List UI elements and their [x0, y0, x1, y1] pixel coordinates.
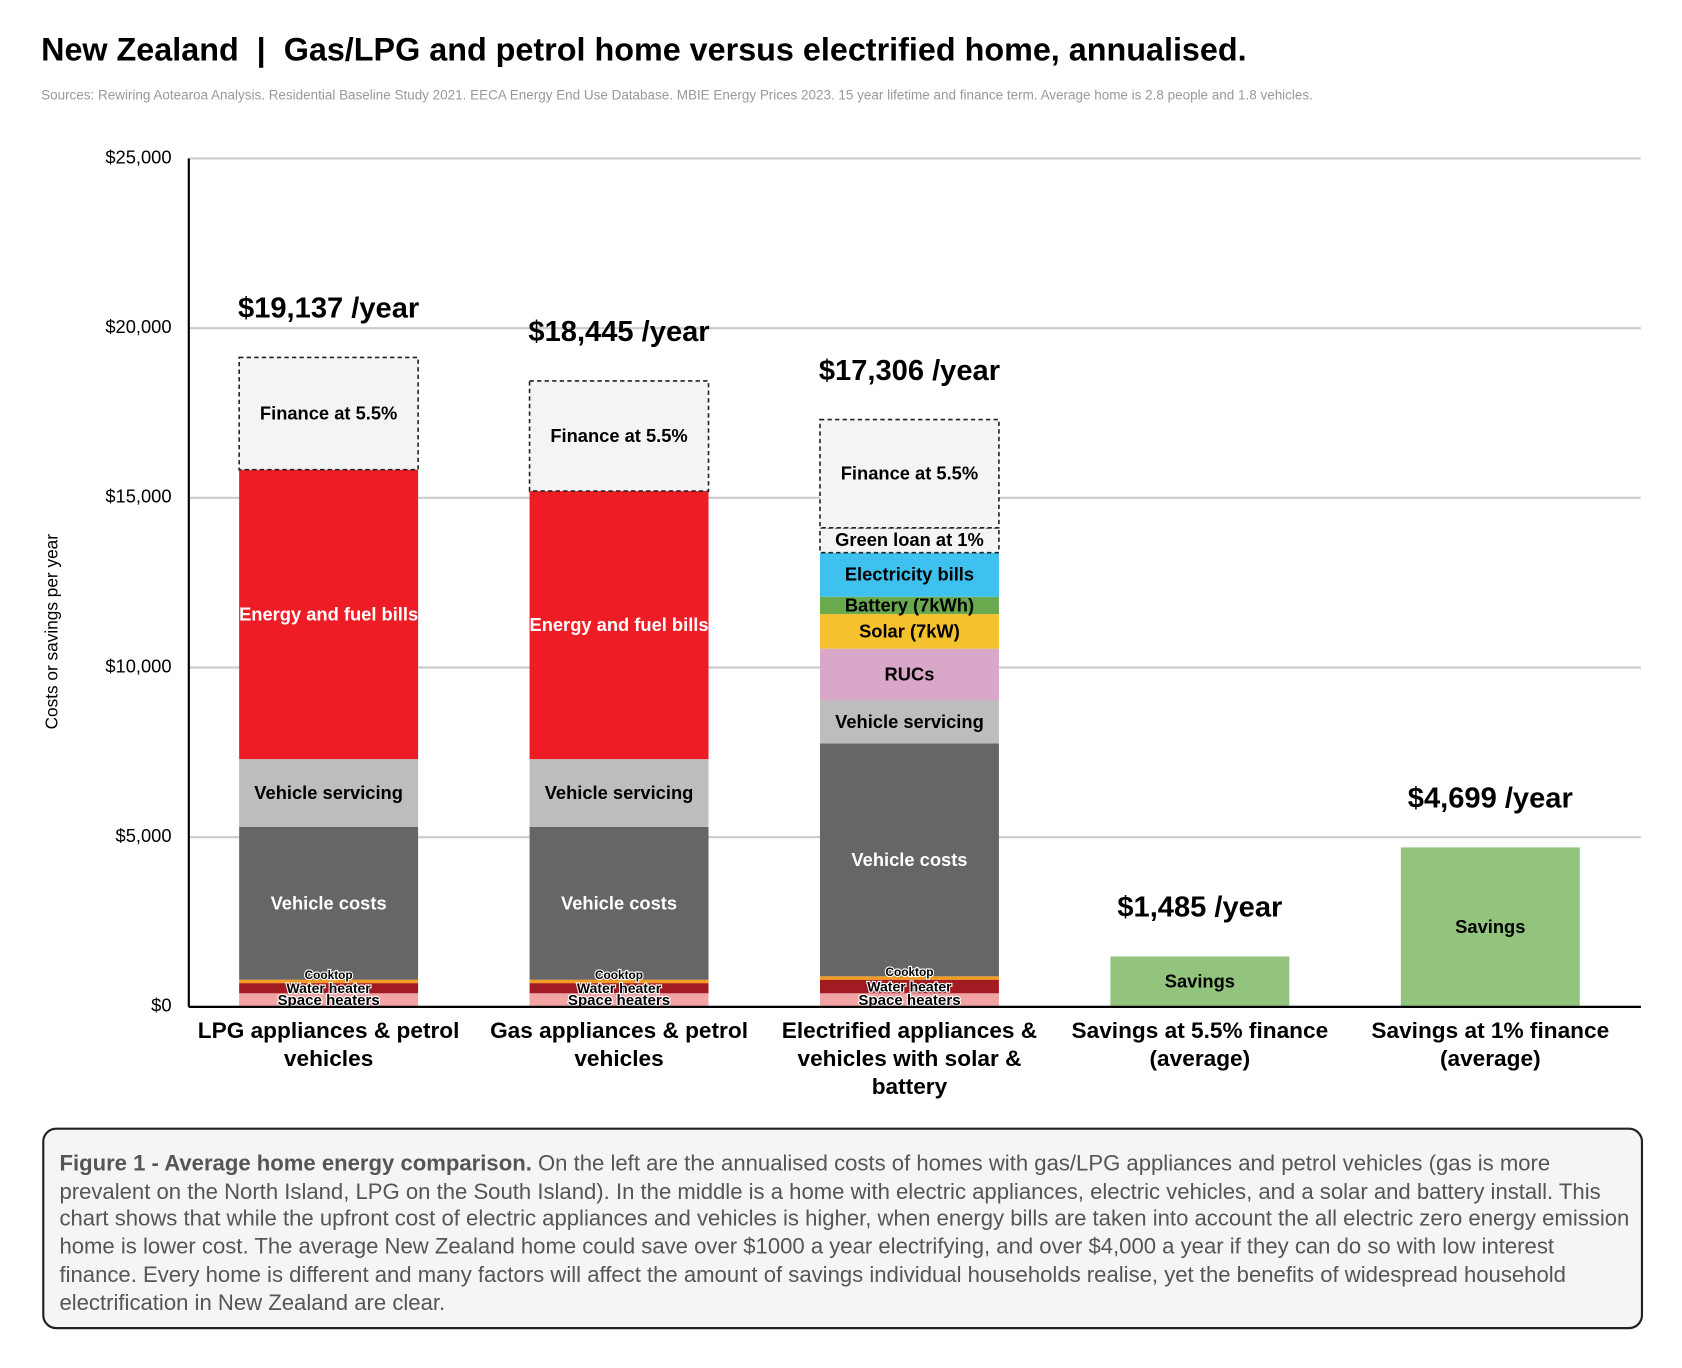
- bar-segment: [238, 356, 419, 471]
- segment-label: Savings: [1455, 916, 1525, 937]
- bar-segment: [819, 596, 999, 615]
- segment-label: Space heaters: [858, 992, 960, 1009]
- chart-title: New Zealand | Gas/LPG and petrol home ve…: [41, 31, 1247, 67]
- x-tick-label: Savings at 1% finance (average): [1371, 1018, 1610, 1072]
- bar-segment: [239, 759, 419, 828]
- y-tick-label: $10,000: [105, 655, 171, 676]
- segment-label: Cooktop: [885, 965, 933, 979]
- bar-segment: [819, 993, 999, 1007]
- total-label: $18,445 /year: [528, 316, 709, 348]
- bar-segment: [819, 614, 999, 649]
- total-label: $1,485 /year: [1117, 892, 1282, 924]
- bar-segment: [239, 979, 419, 984]
- y-tick-label: $15,000: [105, 486, 171, 507]
- caption-bold: Figure 1 - Average home energy compariso…: [59, 1151, 532, 1177]
- caption: Figure 1 - Average home energy compariso…: [59, 1150, 1631, 1316]
- segment-label: Space heaters: [277, 992, 379, 1009]
- y-tick-label: $20,000: [105, 316, 171, 337]
- bar-segment: [529, 827, 709, 980]
- bar-segment: [239, 983, 419, 994]
- segment-label: Energy and fuel bills: [529, 614, 708, 635]
- segment-label: Finance at 5.5%: [841, 463, 978, 484]
- x-tick-label-box: Gas appliances & petrol vehicles: [490, 1018, 748, 1072]
- x-tick-label: Savings at 5.5% finance (average): [1071, 1018, 1329, 1072]
- segment-label: Vehicle servicing: [545, 782, 694, 803]
- bar-segment: [819, 527, 1000, 554]
- segment-label: Vehicle costs: [851, 849, 967, 870]
- caption-box: [42, 1127, 1644, 1330]
- bar-segment: [819, 743, 999, 977]
- y-axis-label: Costs or savings per year: [42, 534, 62, 730]
- segment-label: Green loan at 1%: [835, 529, 984, 550]
- segment-label: Vehicle costs: [561, 892, 677, 913]
- bar-segment: [819, 552, 999, 597]
- x-tick-label-box: Electrified appliances & vehicles with s…: [781, 1018, 1038, 1100]
- bar-segment: [529, 491, 709, 760]
- bar-segment: [529, 983, 709, 994]
- segment-label: Cooktop: [595, 968, 643, 982]
- segment-label: Water heater: [867, 978, 952, 994]
- segment-label: Battery (7kWh): [845, 594, 974, 615]
- bar-segment: [239, 993, 419, 1007]
- segment-label: Space heaters: [568, 992, 670, 1009]
- bar-segment: [239, 469, 419, 760]
- x-tick-label: Electrified appliances & vehicles with s…: [781, 1018, 1038, 1100]
- bar-segment: [1400, 847, 1580, 1007]
- bar-segment: [819, 648, 999, 701]
- subtitle: Sources: Rewiring Aotearoa Analysis. Res…: [41, 88, 1313, 103]
- x-tick-label: Gas appliances & petrol vehicles: [490, 1018, 748, 1072]
- caption-body: On the left are the annualised costs of …: [59, 1151, 1630, 1315]
- segment-label: Energy and fuel bills: [239, 603, 418, 624]
- segment-label: Finance at 5.5%: [550, 425, 687, 446]
- y-tick-label: $0: [151, 995, 171, 1016]
- y-tick-label: $25,000: [105, 146, 171, 167]
- bar-segment: [819, 418, 1000, 529]
- bar-segment: [528, 380, 710, 492]
- segment-label: Vehicle costs: [271, 892, 387, 913]
- bar-segment: [529, 993, 709, 1007]
- x-tick-label-box: Savings at 1% finance (average): [1371, 1018, 1610, 1072]
- x-tick-label: LPG appliances & petrol vehicles: [197, 1018, 460, 1072]
- bar-segment: [819, 976, 999, 980]
- segment-label: RUCs: [885, 663, 935, 684]
- segment-label: Vehicle servicing: [835, 711, 984, 732]
- segment-label: Electricity bills: [845, 564, 974, 585]
- bar-segment: [529, 759, 709, 828]
- segment-label: Finance at 5.5%: [260, 402, 397, 423]
- total-label: $17,306 /year: [819, 355, 1000, 387]
- segment-label: Savings: [1165, 971, 1235, 992]
- segment-label: Water heater: [577, 980, 662, 996]
- x-tick-label-box: LPG appliances & petrol vehicles: [197, 1018, 460, 1072]
- total-label: $19,137 /year: [238, 293, 419, 325]
- bar-segment: [819, 979, 999, 994]
- bar-segment: [239, 827, 419, 980]
- bar-segment: [1110, 956, 1290, 1007]
- total-label: $4,699 /year: [1408, 783, 1573, 815]
- segment-label: Cooktop: [305, 968, 353, 982]
- segment-label: Solar (7kW): [859, 620, 960, 641]
- x-tick-label-box: Savings at 5.5% finance (average): [1071, 1018, 1329, 1072]
- segment-label: Water heater: [286, 980, 371, 996]
- y-tick-label: $5,000: [116, 825, 172, 846]
- bar-segment: [819, 700, 999, 744]
- bar-segment: [529, 979, 709, 984]
- segment-label: Vehicle servicing: [254, 782, 403, 803]
- caption-text: Figure 1 - Average home energy compariso…: [59, 1150, 1631, 1316]
